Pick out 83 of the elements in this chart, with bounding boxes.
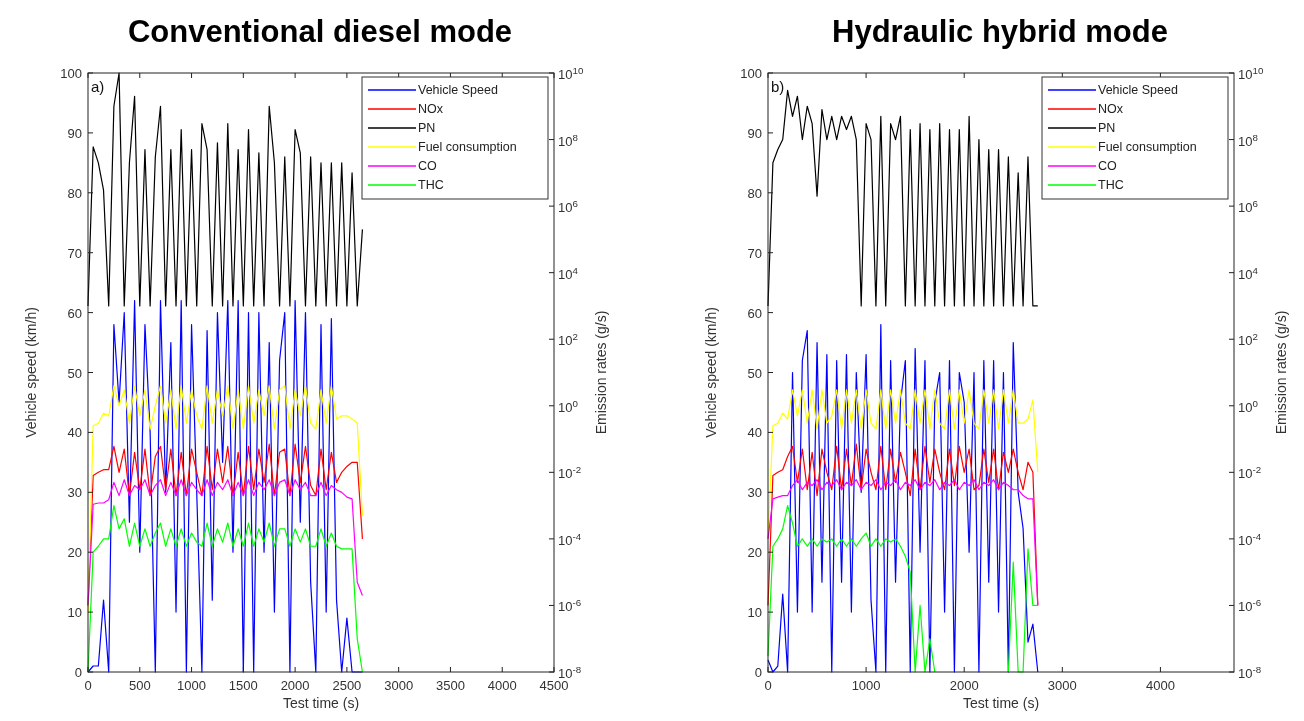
line-series	[87, 72, 364, 307]
y-tick-label: 0	[74, 665, 82, 680]
legend-label: CO	[418, 159, 438, 173]
x-tick-label: 3500	[435, 678, 465, 693]
y-tick-label: 90	[67, 125, 82, 141]
y2-tick-label: 10$^{8}$	[1238, 131, 1258, 149]
x-tick-label: 1000	[851, 678, 881, 693]
y-tick-label: 60	[747, 305, 762, 321]
annotation: b)	[771, 78, 785, 95]
y-tick-label: 50	[747, 365, 762, 381]
y2-tick-label: 10$^{6}$	[1238, 197, 1258, 216]
y-tick-label: 20	[67, 545, 82, 561]
x-axis-title: Test time (s)	[282, 695, 360, 711]
y-tick-label: 90	[747, 125, 762, 141]
y2-tick-label: 10$^{4}$	[558, 264, 579, 282]
x-tick-label: 1000	[177, 678, 207, 693]
y-tick-label: 40	[747, 425, 762, 441]
x-tick-label: 2500	[332, 678, 362, 693]
y2-tick-label: 10$^{6}$	[558, 197, 578, 216]
legend-label: PN	[1098, 121, 1116, 135]
y2-tick-label: 10$^{0}$	[558, 397, 579, 415]
legend-label: PN	[418, 121, 436, 135]
y-axis-title: Vehicle speed (km/h)	[703, 307, 719, 438]
y-tick-label: 100	[740, 66, 762, 81]
y2-tick-label: 10$^{-6}$	[558, 596, 582, 615]
legend-label: NOx	[1098, 102, 1124, 116]
y2-tick-label: 10$^{4}$	[1238, 264, 1259, 282]
y2-tick-label: 10$^{-2}$	[558, 463, 582, 482]
y2-tick-label: 10$^{0}$	[1238, 397, 1259, 415]
y-axis-title: Vehicle speed (km/h)	[23, 307, 39, 438]
y2-tick-label: 10$^{10}$	[1238, 64, 1264, 82]
chart-title: Hydraulic hybrid mode	[832, 14, 1168, 49]
y2-axis-title: Emission rates (g/s)	[593, 310, 609, 435]
y-tick-label: 30	[67, 485, 82, 501]
y2-tick-label: 10$^{-8}$	[1238, 663, 1262, 681]
y2-tick-label: 10$^{-2}$	[1238, 463, 1262, 482]
y-tick-label: 40	[67, 425, 82, 441]
annotation: a)	[91, 78, 105, 95]
x-tick-label: 4000	[487, 678, 517, 693]
x-tick-label: 3000	[1047, 678, 1077, 693]
x-tick-label: 4000	[1145, 678, 1175, 693]
y2-tick-label: 10$^{-6}$	[1238, 596, 1262, 615]
y-tick-label: 100	[60, 66, 82, 81]
legend-label: CO	[1098, 159, 1118, 173]
y-tick-label: 80	[67, 185, 82, 201]
y-tick-label: 10	[67, 605, 82, 621]
y-tick-label: 50	[67, 365, 82, 381]
x-axis-title: Test time (s)	[962, 695, 1040, 711]
legend-label: Vehicle Speed	[418, 83, 498, 97]
x-tick-label: 500	[128, 678, 151, 693]
y2-tick-label: 10$^{-4}$	[1238, 530, 1262, 548]
y2-tick-label: 10$^{2}$	[558, 330, 578, 349]
line-series	[87, 505, 364, 673]
legend-label: NOx	[418, 102, 444, 116]
y2-axis-title: Emission rates (g/s)	[1273, 310, 1289, 435]
legend-label: Vehicle Speed	[1098, 83, 1178, 97]
y2-tick-label: 10$^{8}$	[558, 131, 578, 149]
legend-label: THC	[418, 178, 444, 192]
y-tick-label: 30	[747, 485, 762, 501]
line-series	[767, 323, 1039, 673]
legend-label: Fuel consumption	[418, 140, 517, 154]
y2-tick-label: 10$^{-8}$	[558, 663, 582, 681]
legend-label: THC	[1098, 178, 1124, 192]
y-tick-label: 70	[747, 245, 762, 261]
x-tick-label: 2000	[949, 678, 979, 693]
y2-tick-label: 10$^{2}$	[1238, 330, 1258, 349]
y-tick-label: 20	[747, 545, 762, 561]
y-tick-label: 60	[67, 305, 82, 321]
x-tick-label: 0	[84, 678, 92, 693]
chart-title: Conventional diesel mode	[127, 14, 513, 49]
y-tick-label: 70	[67, 245, 82, 261]
y-tick-label: 80	[747, 185, 762, 201]
y2-tick-label: 10$^{10}$	[558, 64, 584, 82]
x-tick-label: 1500	[228, 678, 258, 693]
x-tick-label: 3000	[384, 678, 414, 693]
x-tick-label: 2000	[280, 678, 310, 693]
x-tick-label: 4500	[539, 678, 569, 693]
line-series	[767, 479, 1039, 607]
y2-tick-label: 10$^{-4}$	[558, 530, 582, 548]
legend-label: Fuel consumption	[1098, 140, 1197, 154]
y-tick-label: 10	[747, 605, 762, 621]
x-tick-label: 0	[764, 678, 772, 693]
y-tick-label: 0	[754, 665, 762, 680]
